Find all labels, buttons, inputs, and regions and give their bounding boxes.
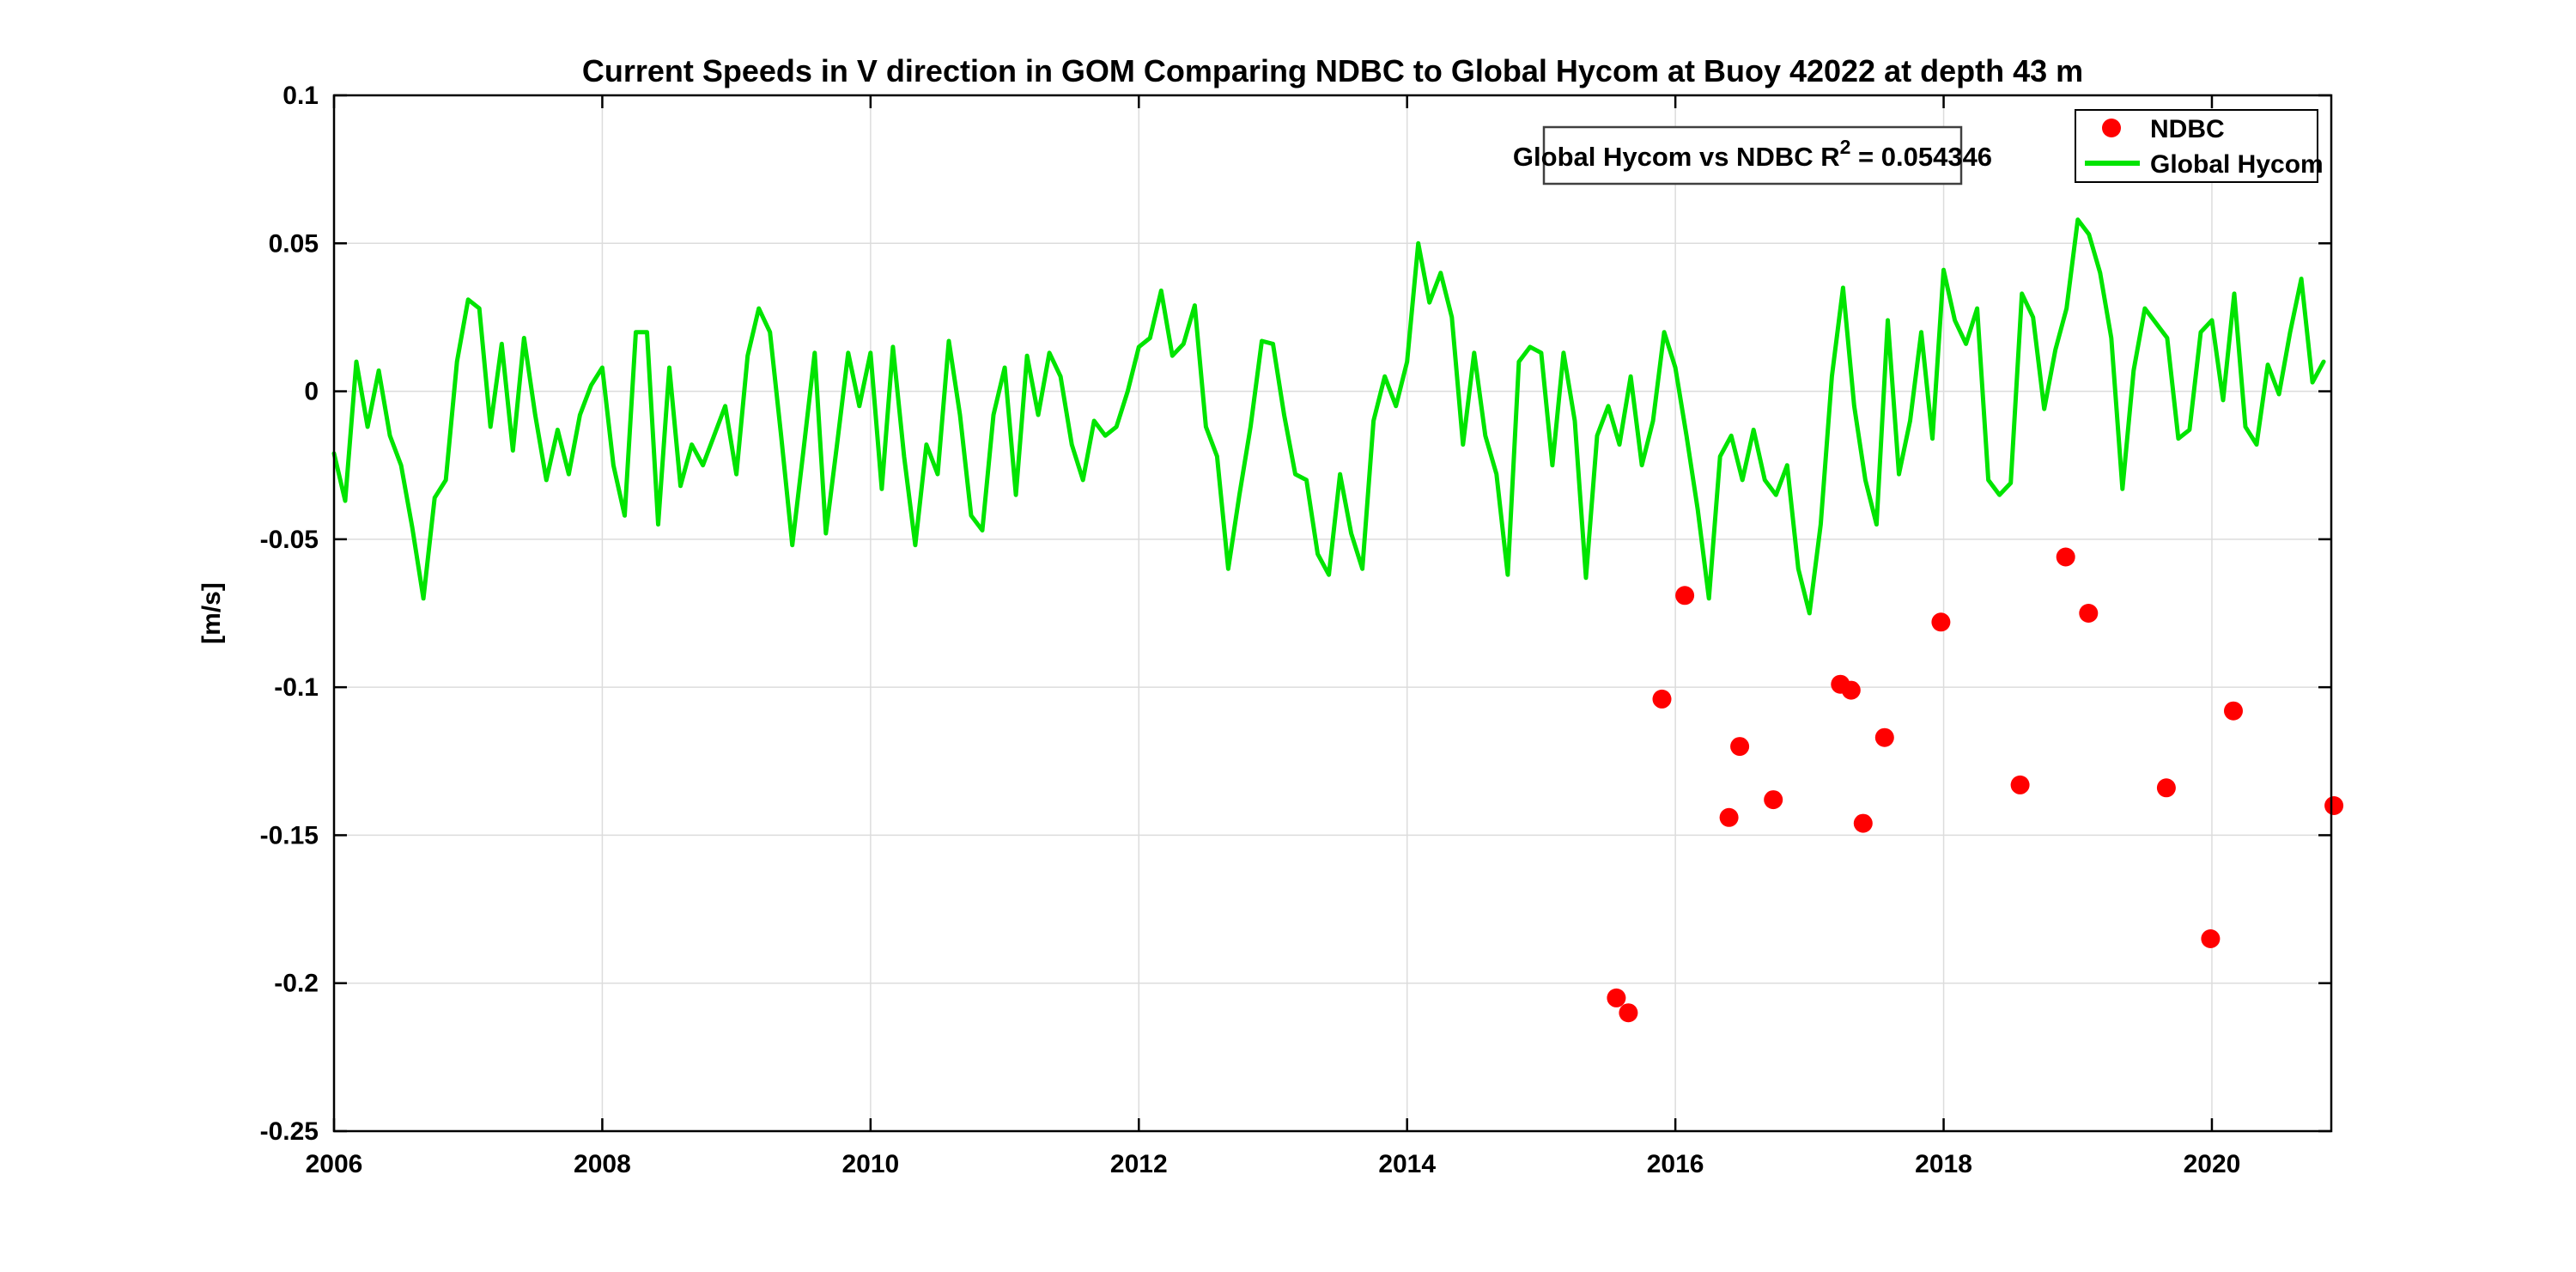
ndbc-data-point [1619,1003,1638,1023]
hycom-line-series [331,217,2326,616]
ndbc-data-point [1931,612,1951,632]
legend-hycom-label: Global Hycom [2150,150,2324,179]
x-tick-label: 2020 [2184,1150,2241,1178]
ndbc-data-point [2156,778,2176,798]
ndbc-data-point [1874,727,1894,747]
y-axis-label: [m/s] [197,582,226,644]
legend: NDBC Global Hycom [2075,109,2324,183]
ndbc-data-point [1719,807,1739,827]
ndbc-data-point [1853,813,1873,833]
x-tick-label: 2008 [574,1150,631,1178]
plot-frame [332,94,2333,1133]
y-tick-label: 0.1 [283,82,319,110]
ndbc-data-point [2056,547,2075,567]
y-tick-label: 0.05 [269,229,319,258]
annotation-main: Global Hycom vs NDBC R [1513,142,1840,172]
x-tick-label: 2006 [306,1150,363,1178]
annotation-superscript: 2 [1840,136,1851,158]
x-tick-labels: 2006 2008 2010 2012 2014 2016 2018 2020 [306,1150,2241,1178]
ndbc-data-point [1730,737,1750,757]
ndbc-data-point [1652,689,1672,709]
y-tick-label: -0.2 [274,970,319,998]
ndbc-data-point [1764,790,1783,810]
chart-title: Current Speeds in V direction in GOM Com… [582,53,2083,88]
ndbc-data-point [2201,929,2221,948]
ndbc-data-point [1841,680,1861,700]
y-tick-label: -0.25 [260,1117,319,1146]
ndbc-data-point [2324,796,2344,815]
x-tick-label: 2014 [1378,1150,1436,1178]
legend-ndbc-label: NDBC [2150,115,2225,143]
legend-ndbc-marker-icon [2102,119,2121,137]
x-tick-label: 2010 [841,1150,899,1178]
y-tick-label: -0.15 [260,821,319,849]
ndbc-data-point [2224,701,2243,721]
ndbc-data-point [1607,988,1626,1007]
y-tick-label: 0 [304,378,319,406]
ndbc-data-point [2010,775,2030,794]
ndbc-data-point [2079,604,2099,623]
y-tick-labels: 0.1 0.05 0 -0.05 -0.1 -0.15 -0.2 -0.25 [260,82,319,1146]
annotation-box [1542,125,1963,186]
x-tick-label: 2012 [1110,1150,1168,1178]
y-tick-label: -0.1 [274,673,319,702]
r-squared-annotation: Global Hycom vs NDBC R2 = 0.054346 [1513,125,1992,186]
annotation-value: = 0.054346 [1850,142,1992,172]
y-tick-label: -0.05 [260,526,319,554]
annotation-text: Global Hycom vs NDBC R2 = 0.054346 [1513,136,1992,172]
x-tick-label: 2016 [1647,1150,1704,1178]
data-series [331,217,2344,1023]
grid-lines [333,94,2331,1132]
axis-ticks [332,94,2331,1133]
x-tick-label: 2018 [1915,1150,1972,1178]
ndbc-data-point [1675,586,1695,606]
